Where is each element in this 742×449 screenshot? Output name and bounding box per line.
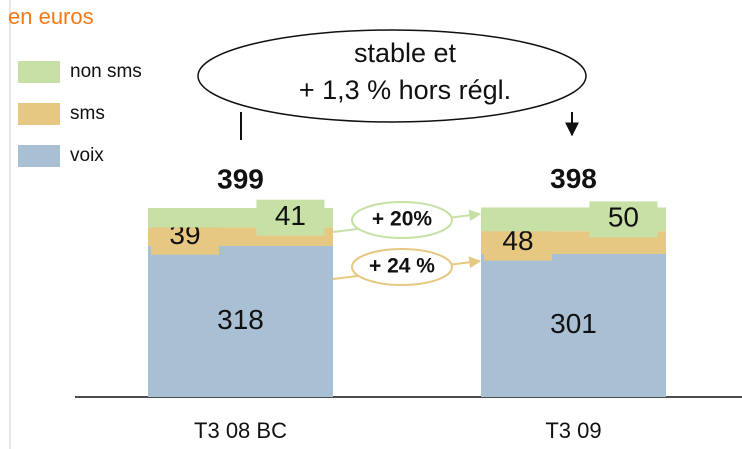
growth-label: + 24 % xyxy=(369,255,435,278)
value-label: 301 xyxy=(550,308,597,339)
legend-label: voix xyxy=(70,145,104,166)
x-tick-label: T3 08 BC xyxy=(194,418,287,443)
bar-segment xyxy=(481,254,666,397)
total-label: 399 xyxy=(217,163,264,194)
value-label-box xyxy=(589,201,658,238)
annotation-text: + 1,3 % hors régl. xyxy=(299,75,511,105)
value-label: 41 xyxy=(275,200,306,231)
legend-swatch xyxy=(18,103,60,125)
annotation-bubble xyxy=(197,29,587,123)
x-tick-label: T3 09 xyxy=(545,418,601,443)
growth-bubble xyxy=(351,201,453,239)
value-label: 50 xyxy=(608,202,639,233)
total-label: 398 xyxy=(550,163,597,194)
value-label: 318 xyxy=(217,304,264,335)
growth-label: + 20% xyxy=(372,208,432,231)
chart-title: en euros xyxy=(8,4,94,29)
bar-segment xyxy=(148,245,333,397)
annotation-text: stable et xyxy=(354,38,457,68)
legend-label: sms xyxy=(70,103,105,124)
legend-label: non sms xyxy=(70,61,142,82)
growth-bubble xyxy=(351,248,453,286)
legend-swatch xyxy=(18,145,60,167)
value-label-box xyxy=(256,199,325,236)
legend-swatch xyxy=(18,61,60,83)
